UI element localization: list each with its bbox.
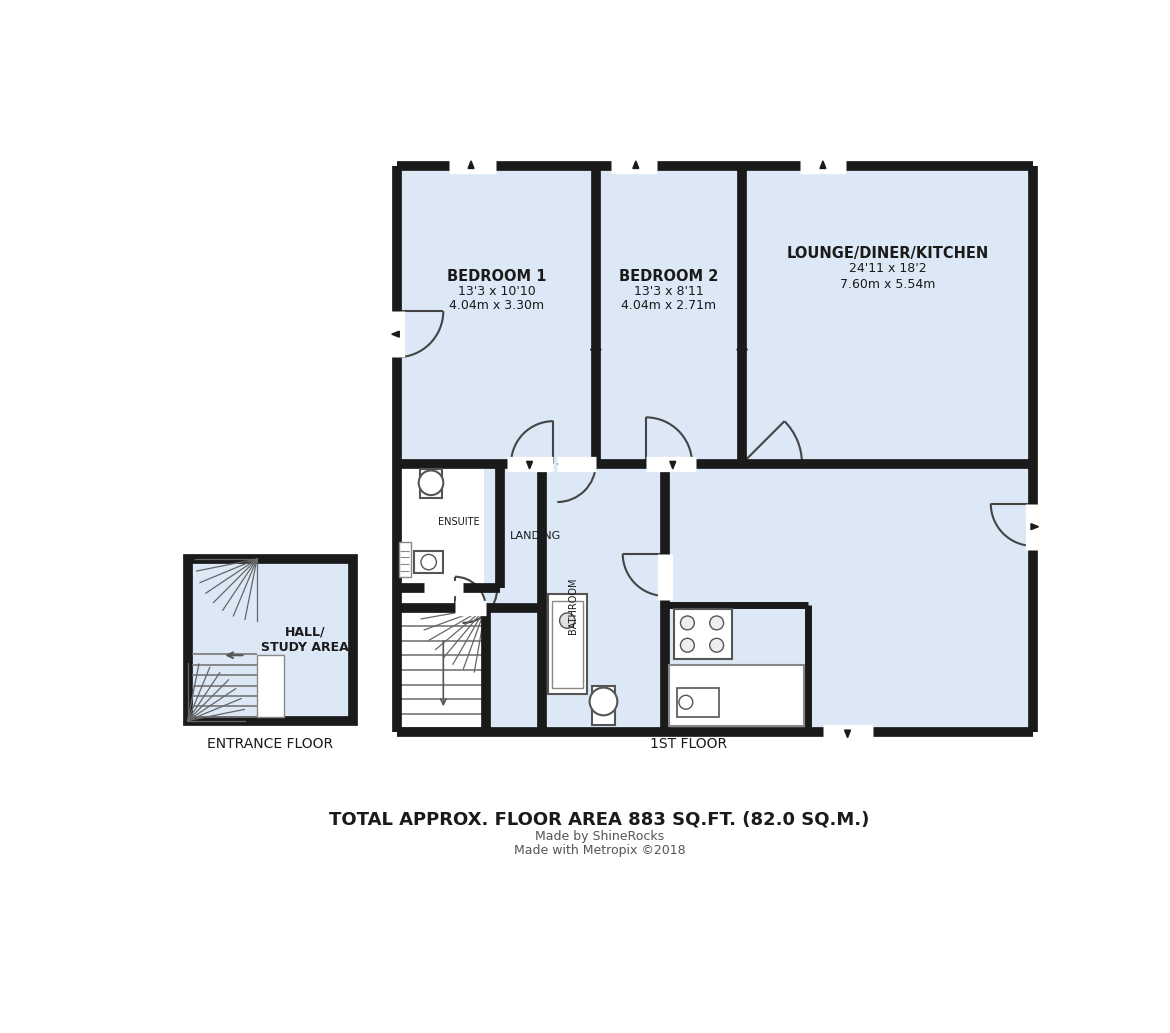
Polygon shape bbox=[591, 347, 598, 352]
Polygon shape bbox=[737, 347, 744, 352]
Text: BATHROOM: BATHROOM bbox=[567, 577, 578, 634]
Text: ENSUITE: ENSUITE bbox=[438, 518, 480, 527]
Bar bbox=[399, 542, 411, 576]
Circle shape bbox=[710, 616, 723, 630]
Text: HALL/
STUDY AREA: HALL/ STUDY AREA bbox=[261, 626, 349, 654]
Bar bbox=[542, 464, 665, 732]
Polygon shape bbox=[845, 730, 851, 738]
Text: 7.60m x 5.54m: 7.60m x 5.54m bbox=[840, 278, 935, 290]
Text: LOUNGE/DINER/KITCHEN: LOUNGE/DINER/KITCHEN bbox=[786, 246, 989, 260]
Bar bbox=[397, 464, 542, 732]
Polygon shape bbox=[392, 332, 399, 337]
Text: 24'11 x 18'2: 24'11 x 18'2 bbox=[848, 262, 927, 275]
Bar bbox=[548, 594, 586, 694]
Bar bbox=[592, 686, 615, 724]
Bar bbox=[552, 601, 583, 688]
Circle shape bbox=[681, 638, 694, 652]
Circle shape bbox=[419, 470, 443, 495]
Polygon shape bbox=[1031, 524, 1039, 530]
Bar bbox=[669, 664, 804, 726]
Text: Made with Metropix ©2018: Made with Metropix ©2018 bbox=[514, 844, 686, 856]
Bar bbox=[676, 688, 720, 717]
Polygon shape bbox=[526, 462, 532, 469]
Text: 13'3 x 10'10: 13'3 x 10'10 bbox=[457, 285, 536, 299]
Text: BEDROOM 1: BEDROOM 1 bbox=[447, 269, 546, 284]
Text: Made by ShineRocks: Made by ShineRocks bbox=[535, 829, 665, 843]
Bar bbox=[257, 655, 284, 717]
Text: 1ST FLOOR: 1ST FLOOR bbox=[649, 737, 727, 751]
Text: 13'3 x 8'11: 13'3 x 8'11 bbox=[634, 285, 704, 299]
Bar bbox=[401, 464, 484, 728]
Circle shape bbox=[559, 613, 574, 628]
Text: TOTAL APPROX. FLOOR AREA 883 SQ.FT. (82.0 SQ.M.): TOTAL APPROX. FLOOR AREA 883 SQ.FT. (82.… bbox=[330, 810, 869, 828]
Bar bbox=[187, 559, 353, 721]
Polygon shape bbox=[593, 347, 601, 352]
Circle shape bbox=[679, 695, 693, 710]
Text: ENTRANCE FLOOR: ENTRANCE FLOOR bbox=[207, 737, 333, 751]
Polygon shape bbox=[820, 161, 826, 168]
Text: BEDROOM 2: BEDROOM 2 bbox=[619, 269, 718, 284]
Text: LANDING: LANDING bbox=[510, 531, 562, 540]
Polygon shape bbox=[468, 161, 474, 168]
Circle shape bbox=[710, 638, 723, 652]
Circle shape bbox=[590, 688, 618, 715]
Text: 4.04m x 3.30m: 4.04m x 3.30m bbox=[449, 300, 544, 312]
Circle shape bbox=[421, 555, 436, 570]
Bar bbox=[420, 469, 442, 498]
Bar bbox=[674, 609, 732, 659]
Circle shape bbox=[681, 616, 694, 630]
Bar bbox=[397, 166, 1033, 464]
Polygon shape bbox=[669, 462, 676, 469]
Polygon shape bbox=[739, 347, 748, 352]
Bar bbox=[414, 552, 443, 573]
Bar bbox=[665, 464, 1033, 732]
Polygon shape bbox=[633, 161, 639, 168]
Text: 4.04m x 2.71m: 4.04m x 2.71m bbox=[621, 300, 716, 312]
